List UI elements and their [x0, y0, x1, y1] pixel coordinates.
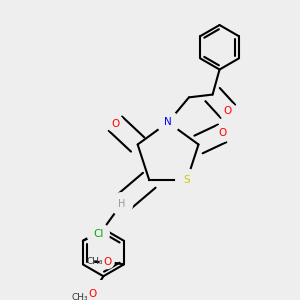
Circle shape	[107, 115, 124, 132]
Text: Cl: Cl	[93, 229, 104, 239]
Text: O: O	[88, 289, 96, 299]
Circle shape	[87, 223, 109, 245]
Text: CH₃: CH₃	[71, 292, 88, 300]
Text: O: O	[111, 118, 119, 129]
Text: H: H	[118, 199, 125, 209]
Text: CH₃: CH₃	[86, 257, 103, 266]
Text: N: N	[164, 117, 172, 128]
Text: S: S	[184, 175, 190, 185]
Circle shape	[110, 193, 133, 215]
Circle shape	[214, 125, 230, 142]
Text: O: O	[224, 106, 232, 116]
Text: O: O	[218, 128, 226, 138]
Circle shape	[220, 103, 236, 120]
Circle shape	[157, 111, 179, 134]
Circle shape	[85, 287, 99, 300]
Text: O: O	[103, 256, 111, 267]
Circle shape	[176, 169, 198, 191]
Circle shape	[100, 255, 114, 268]
